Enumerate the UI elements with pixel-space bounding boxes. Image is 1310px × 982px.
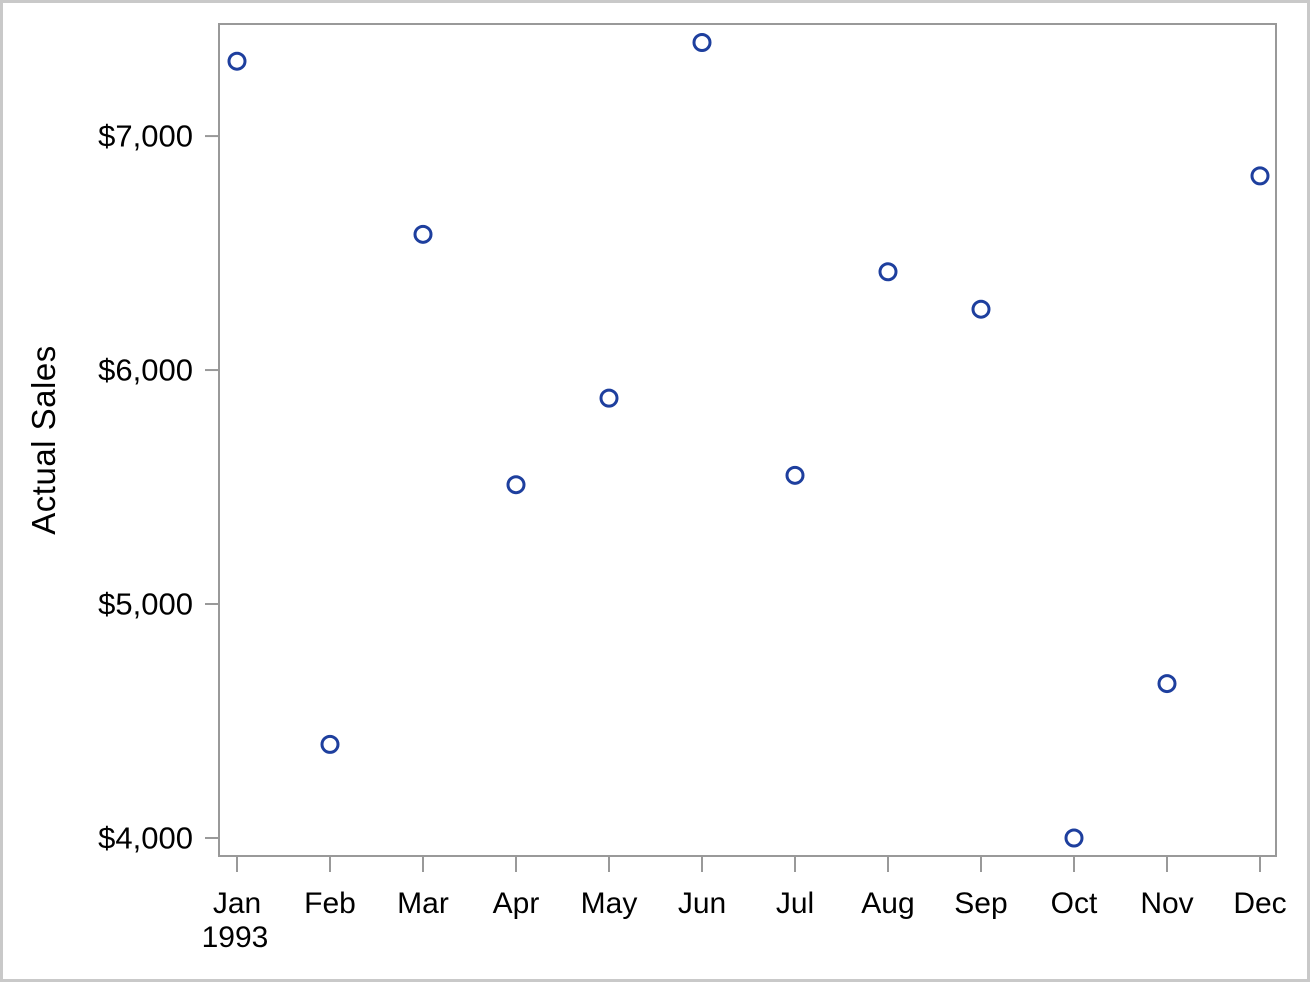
x-tick-label: Dec	[1233, 887, 1286, 920]
data-point	[1157, 674, 1177, 694]
x-tick-label: Aug	[861, 887, 914, 920]
x-tick-label: Oct	[1051, 887, 1098, 920]
x-axis-year-label: 1993	[202, 921, 269, 954]
x-tick-label: Apr	[493, 887, 540, 920]
x-tick-label: May	[581, 887, 638, 920]
x-tick-label: Mar	[397, 887, 449, 920]
x-tick-label: Feb	[304, 887, 356, 920]
data-point	[599, 388, 619, 408]
y-tick-label: $6,000	[98, 353, 193, 388]
data-point	[320, 734, 340, 754]
data-point	[227, 51, 247, 71]
data-point	[878, 262, 898, 282]
y-tick-label: $7,000	[98, 119, 193, 154]
x-tick-label: Jul	[776, 887, 814, 920]
data-point	[971, 299, 991, 319]
data-point	[1064, 828, 1084, 848]
data-point	[1250, 166, 1270, 186]
data-point	[692, 32, 712, 52]
x-tick-label: Jun	[678, 887, 726, 920]
x-tick-label: Nov	[1140, 887, 1193, 920]
y-tick-label: $5,000	[98, 587, 193, 622]
data-point	[413, 224, 433, 244]
y-axis-title: Actual Sales	[25, 345, 62, 535]
plot-frame	[218, 23, 1277, 857]
x-tick-label: Jan	[213, 887, 261, 920]
data-point	[785, 465, 805, 485]
data-point	[506, 475, 526, 495]
y-tick-label: $4,000	[98, 820, 193, 855]
x-tick-label: Sep	[954, 887, 1007, 920]
